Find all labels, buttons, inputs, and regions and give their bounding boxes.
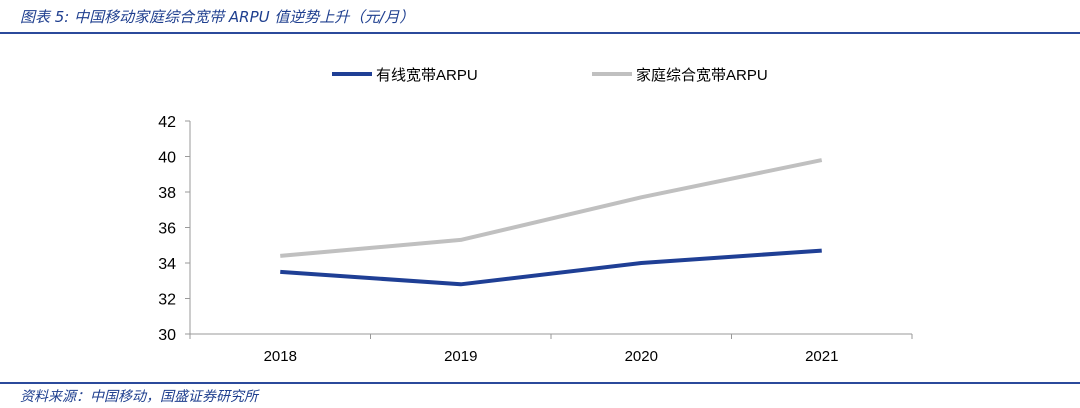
y-tick-label: 40: [158, 150, 176, 167]
y-tick-label: 32: [158, 292, 176, 309]
y-tick-label: 36: [158, 221, 176, 238]
source-note: 资料来源：中国移动，国盛证券研究所: [20, 389, 258, 405]
line-chart: 30 32 34 36 38 40 42 2018 2019 2020 2021 有线宽带ARPU 家庭…: [158, 67, 913, 365]
top-rule: [0, 32, 1080, 34]
x-tick-label: 2020: [625, 348, 658, 365]
bottom-rule: [0, 382, 1080, 384]
y-tick-label: 38: [158, 185, 176, 202]
series-line-wired: [280, 248, 822, 287]
y-tick-label: 34: [158, 256, 176, 273]
x-tick-label: 2021: [805, 348, 838, 365]
y-tick-label: 42: [158, 114, 176, 131]
legend-label: 有线宽带ARPU: [376, 67, 478, 84]
series-line-home: [280, 158, 823, 258]
x-tick-label: 2018: [264, 348, 297, 365]
figure-title: 图表 5: 中国移动家庭综合宽带 ARPU 值逆势上升（元/月）: [20, 8, 415, 26]
legend-label: 家庭综合宽带ARPU: [636, 67, 768, 84]
x-tick-label: 2019: [444, 348, 477, 365]
y-tick-label: 30: [158, 327, 176, 344]
